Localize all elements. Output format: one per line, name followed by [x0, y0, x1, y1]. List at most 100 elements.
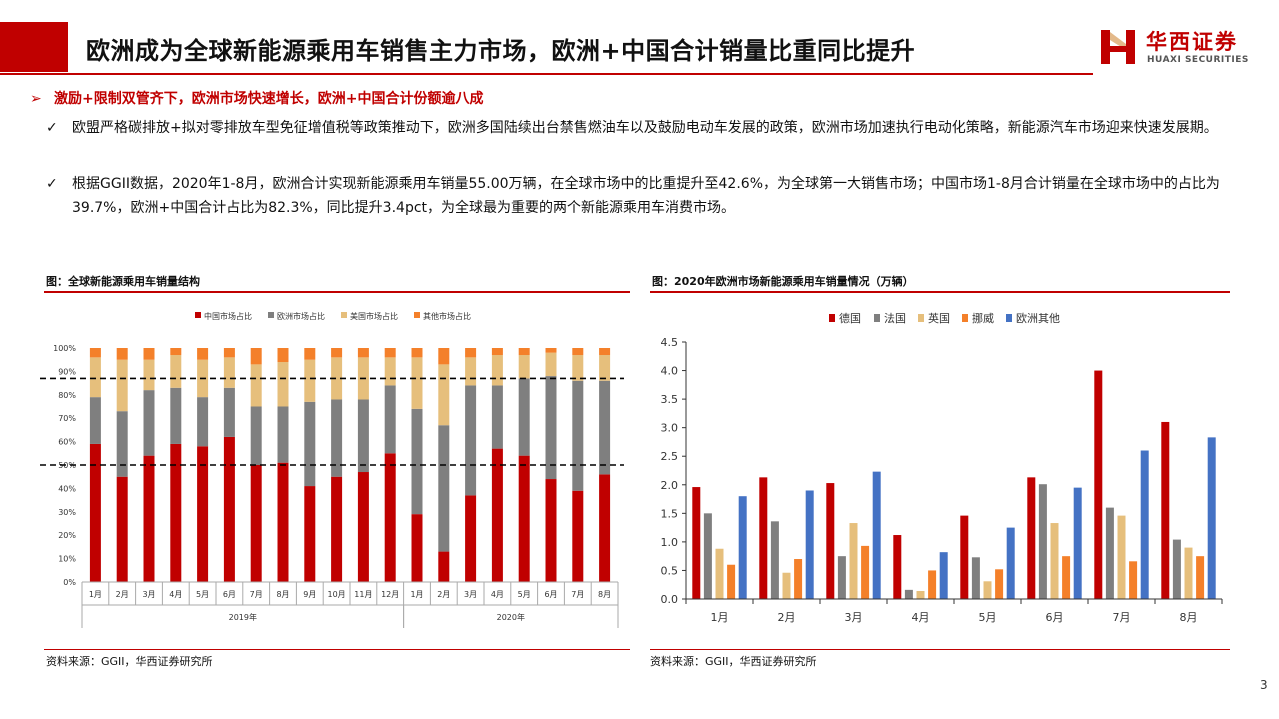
legend-label: 英国	[928, 311, 950, 325]
sub-bullet-1: ✓ 欧盟严格碳排放+拟对零排放车型免征增值税等政策推动下，欧洲多国陆续出台禁售燃…	[46, 116, 1252, 140]
bar-segment	[518, 455, 530, 582]
y-axis: 0.0 0.5 1.0 1.5 2.0 2.5 3.0 3.5 4.0 4.5	[661, 336, 687, 606]
bar	[1161, 421, 1170, 599]
sub-bullet-2: ✓ 根据GGII数据，2020年1-8月，欧洲合计实现新能源乘用车销量55.00…	[46, 172, 1252, 220]
left-source-line	[44, 649, 630, 650]
logo-english-name: HUAXI SECURITIES	[1147, 55, 1249, 65]
bar	[1129, 561, 1138, 599]
bars	[89, 348, 611, 582]
bar-segment	[277, 348, 289, 363]
bar-segment	[223, 436, 235, 582]
bar-segment	[331, 399, 343, 477]
x-tick-label: 3月	[464, 590, 477, 599]
bar-segment	[223, 348, 235, 358]
legend-label: 中国市场占比	[204, 311, 252, 321]
x-group-label: 2019年	[229, 612, 257, 622]
y-tick-label: 1.5	[661, 507, 679, 520]
x-tick-label: 5月	[979, 611, 997, 624]
x-tick-label: 1月	[410, 590, 423, 599]
main-bullet: ➢ 激励+限制双管齐下，欧洲市场快速增长，欧洲+中国合计份额逾八成	[30, 88, 483, 108]
legend-swatch	[195, 312, 201, 318]
bar-segment	[116, 348, 128, 360]
bars	[692, 370, 1216, 599]
bar-segment	[599, 474, 611, 582]
bar-segment	[89, 397, 101, 444]
bar	[794, 559, 803, 599]
bar-segment	[491, 448, 503, 582]
bar-segment	[223, 357, 235, 388]
bar	[960, 515, 969, 599]
legend-swatch	[918, 314, 924, 322]
bar-segment	[250, 465, 262, 582]
x-tick-label: 8月	[1180, 611, 1198, 624]
bar-segment	[197, 446, 209, 582]
right-source-line	[650, 649, 1230, 650]
bar-segment	[277, 462, 289, 582]
bar	[916, 591, 925, 599]
bar-segment	[438, 425, 450, 552]
bar	[1062, 556, 1071, 599]
bar-segment	[545, 348, 557, 353]
x-tick-label: 7月	[250, 590, 263, 599]
legend-label: 德国	[839, 311, 861, 325]
y-tick-label: 3.0	[661, 422, 679, 435]
y-tick-label: 90%	[58, 367, 76, 376]
legend-swatch	[341, 312, 347, 318]
bar-segment	[438, 551, 450, 582]
bar-segment	[143, 359, 155, 391]
bar-segment	[304, 348, 316, 360]
bar	[1027, 477, 1036, 599]
bar-segment	[465, 385, 477, 496]
bar	[837, 556, 846, 599]
bar	[1073, 487, 1082, 599]
bar-segment	[277, 406, 289, 463]
x-tick-label: 10月	[328, 590, 346, 599]
y-axis: 0% 10% 20% 30% 40% 50% 60% 70% 80% 90% 100%	[53, 344, 76, 587]
bar-segment	[170, 348, 182, 356]
bar-segment	[304, 359, 316, 402]
bar	[770, 521, 779, 599]
bar	[983, 581, 992, 599]
sub-bullet-text: 欧盟严格碳排放+拟对零排放车型免征增值税等政策推动下，欧洲多国陆续出台禁售燃油车…	[72, 120, 1218, 136]
bar-segment	[331, 357, 343, 400]
bar	[727, 564, 736, 599]
bar-segment	[170, 355, 182, 388]
bar-segment	[411, 514, 423, 582]
y-tick-label: 2.0	[661, 479, 679, 492]
bar-segment	[384, 385, 396, 454]
bar-segment	[599, 380, 611, 475]
bar	[995, 569, 1004, 599]
bar-segment	[250, 364, 262, 407]
bar-segment	[116, 359, 128, 412]
main-bullet-text: 激励+限制双管齐下，欧洲市场快速增长，欧洲+中国合计份额逾八成	[54, 91, 484, 107]
x-tick-label: 9月	[303, 590, 316, 599]
bar	[1038, 484, 1047, 599]
bar-segment	[89, 357, 101, 398]
check-icon: ✓	[46, 176, 58, 192]
x-tick-label: 5月	[518, 590, 531, 599]
title-accent-block	[0, 22, 68, 72]
right-figure-title: 图：2020年欧洲市场新能源乘用车销量情况（万辆）	[652, 275, 914, 288]
x-tick-label: 1月	[711, 611, 729, 624]
legend-swatch	[874, 314, 880, 322]
y-tick-label: 1.0	[661, 536, 679, 549]
x-tick-label: 11月	[354, 590, 372, 599]
y-tick-label: 80%	[58, 391, 76, 400]
bar	[904, 589, 913, 599]
bar-segment	[465, 348, 477, 358]
x-tick-label: 6月	[223, 590, 236, 599]
title-bar: 欧洲成为全球新能源乘用车销售主力市场，欧洲+中国合计销量比重同比提升	[0, 22, 1093, 75]
bar-segment	[599, 348, 611, 356]
bar-segment	[491, 348, 503, 356]
y-tick-label: 3.5	[661, 393, 679, 406]
bar-segment	[250, 406, 262, 465]
bar-segment	[518, 378, 530, 456]
bar	[1117, 515, 1126, 599]
bar-segment	[518, 355, 530, 379]
legend-swatch	[268, 312, 274, 318]
y-tick-label: 100%	[53, 344, 76, 353]
bar	[1094, 370, 1103, 599]
y-tick-label: 30%	[58, 508, 76, 517]
bar	[1006, 527, 1015, 599]
bar-segment	[572, 348, 584, 356]
